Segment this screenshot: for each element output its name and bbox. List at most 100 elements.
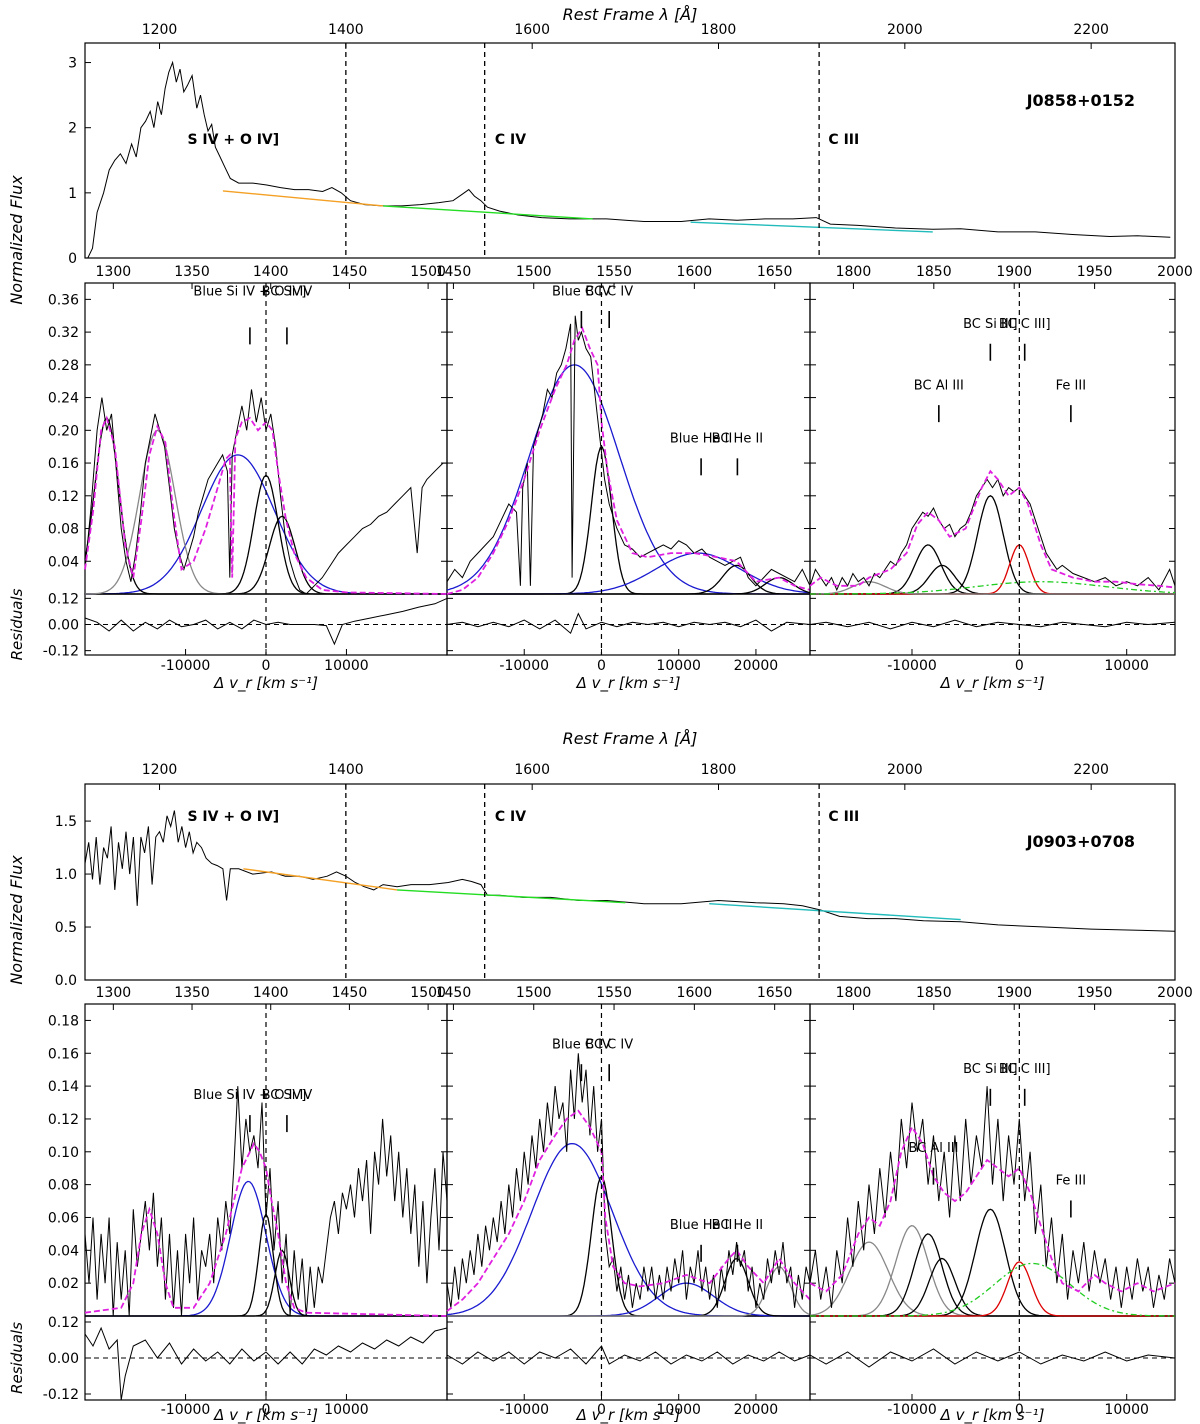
line-marker-label: Fe III (1056, 378, 1086, 393)
panel-ytick-label: 0.36 (48, 292, 79, 308)
velocity-tick-label: 0 (597, 658, 606, 674)
panel-top-tick-label: 1900 (996, 985, 1032, 1001)
residual-curve (84, 597, 448, 646)
observed-spectrum (446, 1053, 811, 1308)
fit-component-1 (809, 1241, 1175, 1317)
continuum-segment-3 (709, 903, 961, 921)
panel-top-tick-label: 1300 (96, 264, 132, 280)
overview-ytick-label: 1 (68, 186, 77, 202)
velocity-tick-label: 10000 (1104, 658, 1149, 674)
velocity-tick-label: -10000 (499, 1402, 549, 1418)
chart-block-J0858+0152: Rest Frame λ [Å]1200 1400 1600 1800 2000 2200… (8, 5, 1193, 693)
velocity-axis-label: Δ v_r [km s⁻¹] (940, 674, 1045, 693)
panel-top-tick-label: 1450 (332, 264, 368, 280)
fit-component-5 (447, 1266, 811, 1317)
residuals-axis-label: Residuals (8, 588, 26, 660)
overview-xtick-label: 1600 (514, 22, 550, 38)
continuum-segment-3 (690, 221, 933, 233)
continuum-segment-2 (397, 889, 626, 904)
overview-ytick-label: 0 (68, 251, 77, 267)
velocity-tick-label: 10000 (656, 1402, 701, 1418)
velocity-axis-label: Δ v_r [km s⁻¹] (940, 1406, 1045, 1424)
panel-top-tick-label: 1650 (757, 264, 793, 280)
fit-component-1 (446, 364, 810, 595)
residual-ytick-label: 0.00 (48, 1351, 79, 1367)
overview-xtick-label: 1400 (328, 762, 364, 778)
panel-top-tick-label: 1400 (253, 985, 289, 1001)
line-marker-label: BC He II (712, 1218, 763, 1233)
line-marker-label: BC Si IV (262, 1088, 313, 1103)
panel-ytick-label: 0.12 (48, 1112, 79, 1128)
velocity-tick-label: 0 (1015, 1402, 1024, 1418)
overview-xtick-label: 1400 (328, 22, 364, 38)
panel-top-tick-label: 2000 (1157, 264, 1193, 280)
residual-curve (84, 1326, 448, 1401)
panel-top-tick-label: 1300 (96, 985, 132, 1001)
panel-top-tick-label: 1500 (410, 264, 446, 280)
fit-panel-3: 1800 1850 1900 1950 2000 BC Si III]BC C III] B… (809, 264, 1193, 693)
line-marker-label: BC C III] (999, 317, 1051, 332)
residual-curve (446, 1345, 811, 1365)
velocity-axis-label: Δ v_r [km s⁻¹] (213, 674, 318, 693)
panel-top-tick-label: 1400 (253, 264, 289, 280)
overview-ytick-label: 0.5 (55, 920, 77, 936)
overview-ytick-label: 1.5 (55, 814, 77, 830)
overview-ytick-label: 0.0 (55, 973, 77, 989)
chart-block-J0903+0708: Rest Frame λ [Å] 1200 1400 1600 1800 2000 2200… (7, 729, 1193, 1424)
region-label: S IV + O IV] (187, 132, 279, 148)
panel-top-tick-label: 2000 (1157, 985, 1193, 1001)
overview-xtick-label: 1800 (701, 762, 737, 778)
fit-panel-1: 1300 1350 1400 1450 1500 0.04 0.08 0.12 0.16 0.20… (43, 264, 448, 693)
overview-ytick-label: 2 (68, 121, 77, 137)
overview-ytick-label: 1.0 (55, 867, 77, 883)
overview-xtick-label: 2000 (887, 762, 923, 778)
panel-top-tick-label: 1600 (677, 264, 713, 280)
panel-top-tick-label: 1550 (596, 264, 632, 280)
line-marker-label: Blue C IV (552, 284, 611, 299)
line-marker-label: BC C IV (585, 284, 633, 299)
velocity-tick-label: -10000 (887, 1402, 937, 1418)
line-marker-label: BC Si III] (963, 1062, 1017, 1077)
velocity-tick-label: 0 (597, 1402, 606, 1418)
fit-component-3 (810, 1233, 1175, 1317)
panel-top-tick-label: 1550 (596, 985, 632, 1001)
velocity-tick-label: -10000 (161, 658, 211, 674)
panel-top-tick-label: 1450 (436, 264, 472, 280)
panel-ytick-label: 0.24 (48, 391, 79, 407)
residual-ytick-label: 0.12 (48, 1315, 79, 1331)
velocity-tick-label: 0 (1015, 658, 1024, 674)
total-fit (84, 1141, 448, 1317)
fit-component-5 (447, 576, 811, 595)
line-marker-label: BC Al III (914, 378, 964, 393)
fit-panel-1: 1300 1350 1400 1450 1500 0.02 0.04 0.06 0.08 0.10… (43, 985, 448, 1424)
residual-curve (446, 612, 811, 635)
total-fit (809, 469, 1176, 589)
overview-xtick-label: 1600 (514, 762, 550, 778)
panel-top-tick-label: 1500 (516, 985, 552, 1001)
fit-component-6 (810, 581, 1176, 595)
panel-ytick-label: 0.04 (48, 1243, 79, 1259)
panel-ytick-label: 0.14 (48, 1079, 79, 1095)
residual-curve (809, 1348, 1176, 1368)
panel-ytick-label: 0.32 (48, 325, 79, 341)
line-marker-label: Blue He II (670, 432, 732, 447)
line-marker-label: BC C III] (999, 1062, 1051, 1077)
fit-component-4 (810, 1257, 1175, 1317)
panel-ytick-label: 0.06 (48, 1210, 79, 1226)
panel-ytick-label: 0.04 (48, 554, 79, 570)
y-axis-label: Normalized Flux (7, 175, 26, 305)
line-marker-label: Blue Si IV + O IV] (193, 1088, 306, 1103)
fit-panel-frame (809, 1003, 1176, 1317)
velocity-axis-label: Δ v_r [km s⁻¹] (213, 1406, 318, 1424)
region-label: S IV + O IV] (187, 809, 279, 825)
panel-ytick-label: 0.28 (48, 358, 79, 374)
line-marker-label: BC Al III (908, 1141, 958, 1156)
panel-top-tick-label: 1850 (916, 264, 952, 280)
velocity-tick-label: 20000 (734, 1402, 779, 1418)
panel-top-tick-label: 1500 (516, 264, 552, 280)
velocity-tick-label: 10000 (656, 658, 701, 674)
panel-top-tick-label: 1350 (174, 985, 210, 1001)
panel-top-tick-label: 1950 (1077, 985, 1113, 1001)
